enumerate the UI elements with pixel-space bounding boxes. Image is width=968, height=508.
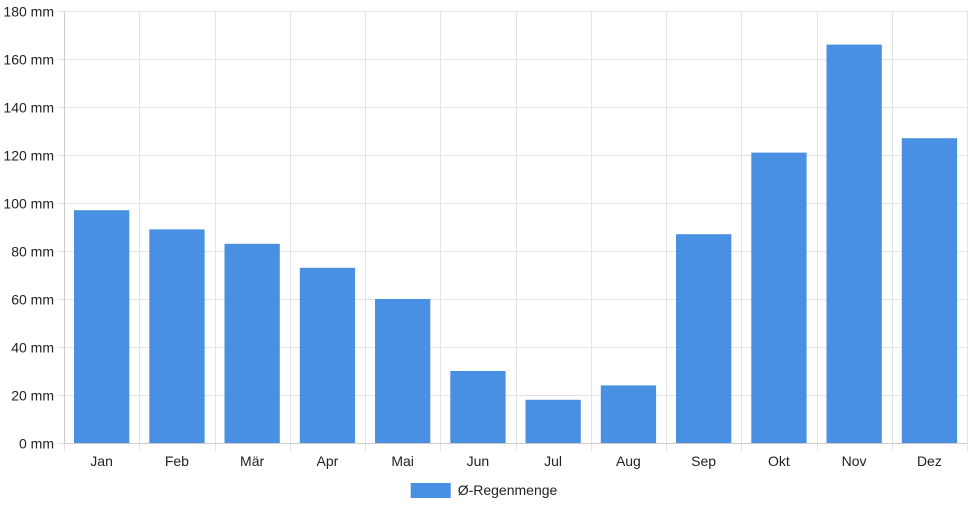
bar-jul[interactable] xyxy=(525,399,581,443)
x-tick-label: Jul xyxy=(544,453,562,469)
y-tick-label: 100 mm xyxy=(3,196,54,212)
legend[interactable]: Ø-Regenmenge xyxy=(410,482,558,498)
x-tick-label: Feb xyxy=(165,453,189,469)
axes xyxy=(64,11,967,444)
x-tick-label: Nov xyxy=(842,453,867,469)
bar-dez[interactable] xyxy=(901,138,958,443)
bars xyxy=(74,44,958,443)
bar-feb[interactable] xyxy=(149,229,205,443)
bar-aug[interactable] xyxy=(600,385,657,443)
x-tick-label: Sep xyxy=(691,453,716,469)
bar-mai[interactable] xyxy=(375,299,431,443)
y-axis-labels: 0 mm 20 mm 40 mm 60 mm 80 mm 100 mm 120 mm 140 … xyxy=(3,4,54,452)
x-axis-labels: Jan Feb Mär Apr Mai Jun Jul Aug Sep Okt Nov Dez xyxy=(90,453,942,469)
y-tick-label: 0 mm xyxy=(19,436,54,452)
y-tick-label: 180 mm xyxy=(3,4,54,20)
x-tick-label: Mär xyxy=(240,453,264,469)
x-tick-label: Jun xyxy=(467,453,490,469)
x-tick-label: Mai xyxy=(391,453,414,469)
x-tick-label: Apr xyxy=(317,453,339,469)
bar-okt[interactable] xyxy=(751,152,807,443)
x-tick-label: Dez xyxy=(917,453,942,469)
bar-apr[interactable] xyxy=(299,267,356,443)
x-tick-label: Okt xyxy=(768,453,790,469)
y-tick-label: 160 mm xyxy=(3,52,54,68)
y-tick-label: 40 mm xyxy=(11,340,54,356)
y-tick-label: 120 mm xyxy=(3,148,54,164)
y-tick-label: 60 mm xyxy=(11,292,54,308)
legend-swatch[interactable] xyxy=(410,483,451,498)
bar-nov[interactable] xyxy=(826,44,882,443)
y-tick-label: 20 mm xyxy=(11,388,54,404)
y-tick-label: 140 mm xyxy=(3,100,54,116)
bar-jun[interactable] xyxy=(450,371,506,443)
x-tick-label: Jan xyxy=(90,453,113,469)
bar-mär[interactable] xyxy=(224,243,280,443)
bar-jan[interactable] xyxy=(74,210,130,443)
bar-sep[interactable] xyxy=(676,234,732,443)
legend-label: Ø-Regenmenge xyxy=(458,482,558,498)
x-tick-label: Aug xyxy=(616,453,641,469)
y-tick-label: 80 mm xyxy=(11,244,54,260)
